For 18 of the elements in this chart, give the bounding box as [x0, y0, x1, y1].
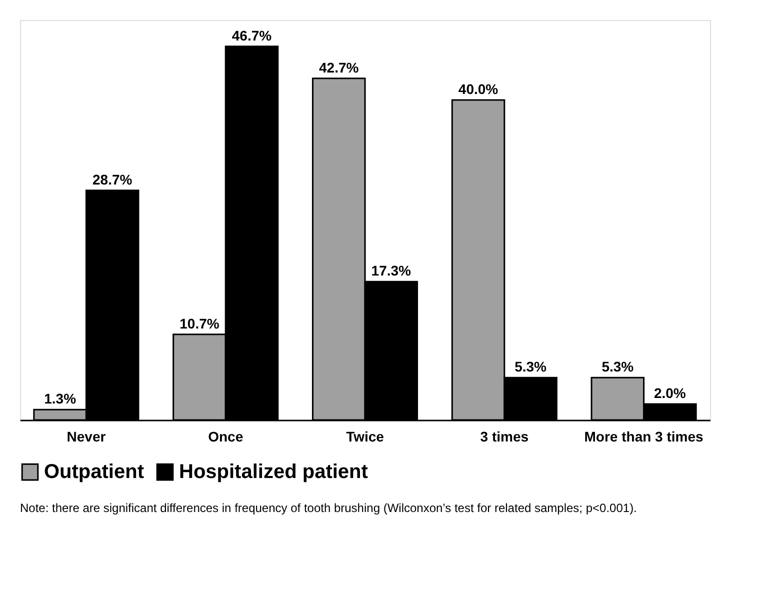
- legend-label: Outpatient: [44, 461, 144, 484]
- data-label: 28.7%: [92, 171, 133, 188]
- text: Note: there are significant differences in frequency of tooth brushing (Wilconxon’s test for related samples; p<0.001).: [20, 501, 637, 515]
- data-label: 10.7%: [180, 315, 220, 332]
- data-label: 17.3%: [371, 262, 412, 279]
- data-label: 1.3%: [44, 390, 77, 407]
- x-tick-label: Twice: [346, 428, 384, 444]
- data-label: 42.7%: [319, 59, 360, 76]
- data-label: 2.0%: [654, 385, 686, 401]
- x-tick-label: Once: [208, 428, 244, 444]
- data-label: 40.0%: [458, 81, 499, 97]
- x-tick-label: More than 3 times: [584, 428, 704, 444]
- x-tick-label: 3 times: [480, 428, 529, 444]
- data-label: 46.7%: [232, 27, 272, 44]
- data-label: 5.3%: [602, 358, 634, 375]
- legend-label: Hospitalized patient: [179, 461, 368, 484]
- x-tick-label: Never: [66, 428, 106, 444]
- data-label: 5.3%: [514, 358, 548, 375]
